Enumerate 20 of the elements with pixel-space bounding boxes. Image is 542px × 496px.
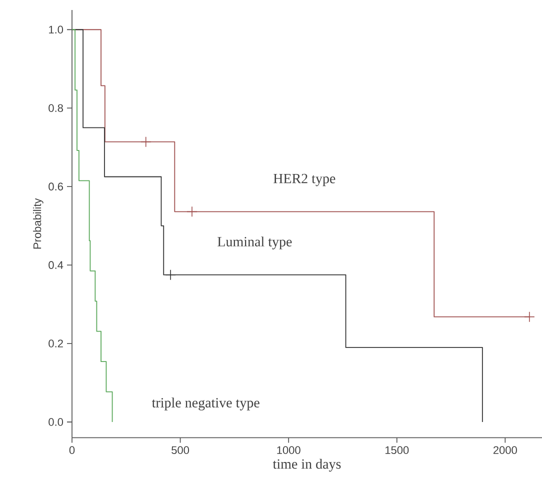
series-label: HER2 type xyxy=(274,174,336,186)
x-axis-title: time in days xyxy=(272,458,341,472)
y-tick-label: 0.2 xyxy=(48,340,63,348)
x-tick-label: 0 xyxy=(69,446,75,454)
text: triple negative type xyxy=(152,398,260,410)
y-tick-label: 0.4 xyxy=(48,261,64,269)
y-axis-title: Probability xyxy=(33,198,44,249)
y-tick-label: 0.8 xyxy=(48,104,63,112)
series-label: Luminal type xyxy=(218,236,292,250)
point xyxy=(140,136,152,148)
x-tick-label: 500 xyxy=(172,446,190,454)
x-tick-label: 1000 xyxy=(277,446,300,454)
point xyxy=(186,206,198,218)
point xyxy=(524,311,535,322)
point xyxy=(165,269,176,280)
x-tick-label: 2000 xyxy=(493,446,517,454)
y-tick-label: 0.6 xyxy=(48,182,63,190)
y-tick-label: 0.0 xyxy=(48,418,64,426)
x-tick-label: 1500 xyxy=(385,446,409,454)
y-tick-label: 1.0 xyxy=(49,26,64,34)
